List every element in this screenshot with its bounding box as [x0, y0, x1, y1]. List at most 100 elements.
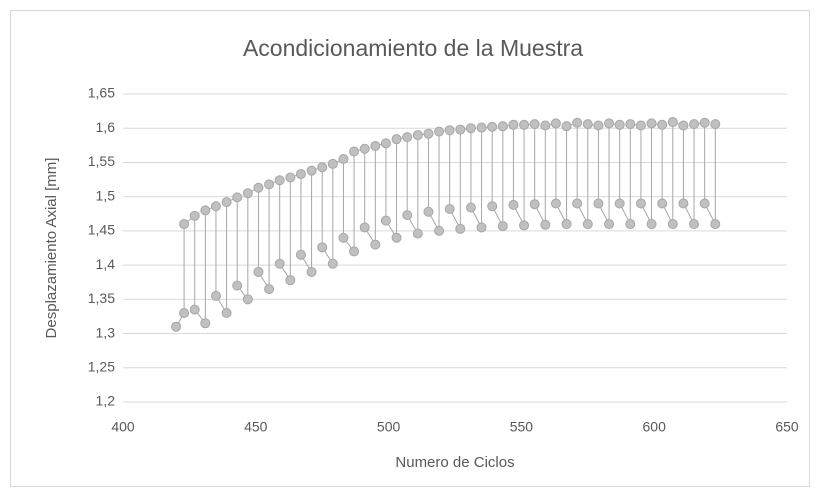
y-tick-label: 1,2 — [96, 393, 116, 409]
data-point — [476, 122, 487, 133]
data-point — [295, 249, 306, 260]
data-point — [306, 165, 317, 176]
data-point — [646, 118, 657, 129]
data-point — [380, 215, 391, 226]
data-point — [370, 141, 381, 152]
data-point — [264, 284, 275, 295]
x-tick-label: 500 — [377, 419, 401, 435]
data-point — [689, 119, 700, 130]
data-point — [561, 121, 572, 132]
data-point — [561, 219, 572, 230]
x-tick-label: 450 — [244, 419, 268, 435]
data-point — [550, 118, 561, 129]
y-tick-label: 1,5 — [96, 187, 116, 203]
data-point — [359, 222, 370, 233]
data-point — [221, 197, 232, 208]
data-point — [274, 175, 285, 186]
data-point — [519, 119, 530, 130]
data-point — [242, 188, 253, 199]
data-point — [210, 290, 221, 301]
data-point — [232, 280, 243, 291]
data-point — [380, 138, 391, 149]
data-point — [604, 118, 615, 129]
data-point — [508, 119, 519, 130]
data-point — [710, 219, 721, 230]
data-point — [412, 228, 423, 239]
data-point — [487, 201, 498, 212]
y-tick-label: 1,6 — [96, 119, 116, 135]
data-point — [465, 202, 476, 213]
data-point — [327, 158, 338, 169]
data-point — [338, 154, 349, 165]
data-point — [370, 239, 381, 250]
data-point — [519, 220, 530, 231]
data-point — [646, 219, 657, 230]
data-point — [444, 203, 455, 214]
x-axis-label: Numero de Ciclos — [395, 454, 514, 471]
data-point — [678, 198, 689, 209]
data-point — [349, 146, 360, 157]
data-point — [635, 198, 646, 209]
data-point — [338, 232, 349, 243]
y-tick-label: 1,35 — [88, 290, 115, 306]
y-tick-label: 1,45 — [88, 222, 115, 238]
data-point — [232, 192, 243, 203]
data-point — [465, 123, 476, 134]
data-point — [508, 199, 519, 210]
chart-title: Acondicionamiento de la Muestra — [243, 35, 583, 61]
data-point — [497, 121, 508, 132]
data-point — [625, 219, 636, 230]
y-tick-label: 1,4 — [96, 256, 116, 272]
data-point — [614, 119, 625, 130]
data-point — [635, 120, 646, 131]
data-point — [242, 294, 253, 305]
data-point — [391, 134, 402, 145]
data-point — [285, 275, 296, 286]
x-tick-label: 600 — [643, 419, 667, 435]
data-point — [391, 232, 402, 243]
data-point — [189, 304, 200, 315]
data-point — [274, 258, 285, 269]
data-point — [317, 242, 328, 253]
data-point — [699, 117, 710, 128]
data-point — [582, 119, 593, 130]
data-point — [434, 225, 445, 236]
data-point — [221, 308, 232, 319]
data-point — [529, 119, 540, 130]
data-point — [402, 210, 413, 221]
x-tick-label: 650 — [775, 419, 799, 435]
data-point — [444, 125, 455, 136]
data-point — [179, 219, 190, 230]
data-point — [402, 132, 413, 143]
data-point — [317, 162, 328, 173]
data-point — [593, 198, 604, 209]
data-point — [572, 117, 583, 128]
data-point — [412, 130, 423, 141]
data-point — [359, 143, 370, 154]
data-point — [423, 128, 434, 139]
data-point — [572, 198, 583, 209]
chart-border — [10, 10, 810, 487]
data-point — [253, 182, 264, 193]
y-tick-label: 1,65 — [88, 85, 115, 101]
data-point — [540, 219, 551, 230]
data-point — [689, 219, 700, 230]
data-point — [699, 198, 710, 209]
data-point — [200, 318, 211, 329]
data-point — [657, 119, 668, 130]
data-point — [625, 119, 636, 130]
data-point — [582, 219, 593, 230]
y-tick-label: 1,55 — [88, 153, 115, 169]
data-point — [710, 119, 721, 130]
data-point — [349, 246, 360, 257]
data-point — [678, 120, 689, 131]
data-point — [210, 201, 221, 212]
data-point — [179, 308, 190, 319]
data-point — [667, 219, 678, 230]
data-point — [529, 199, 540, 210]
data-point — [306, 266, 317, 277]
data-point — [593, 120, 604, 131]
data-point — [423, 206, 434, 217]
